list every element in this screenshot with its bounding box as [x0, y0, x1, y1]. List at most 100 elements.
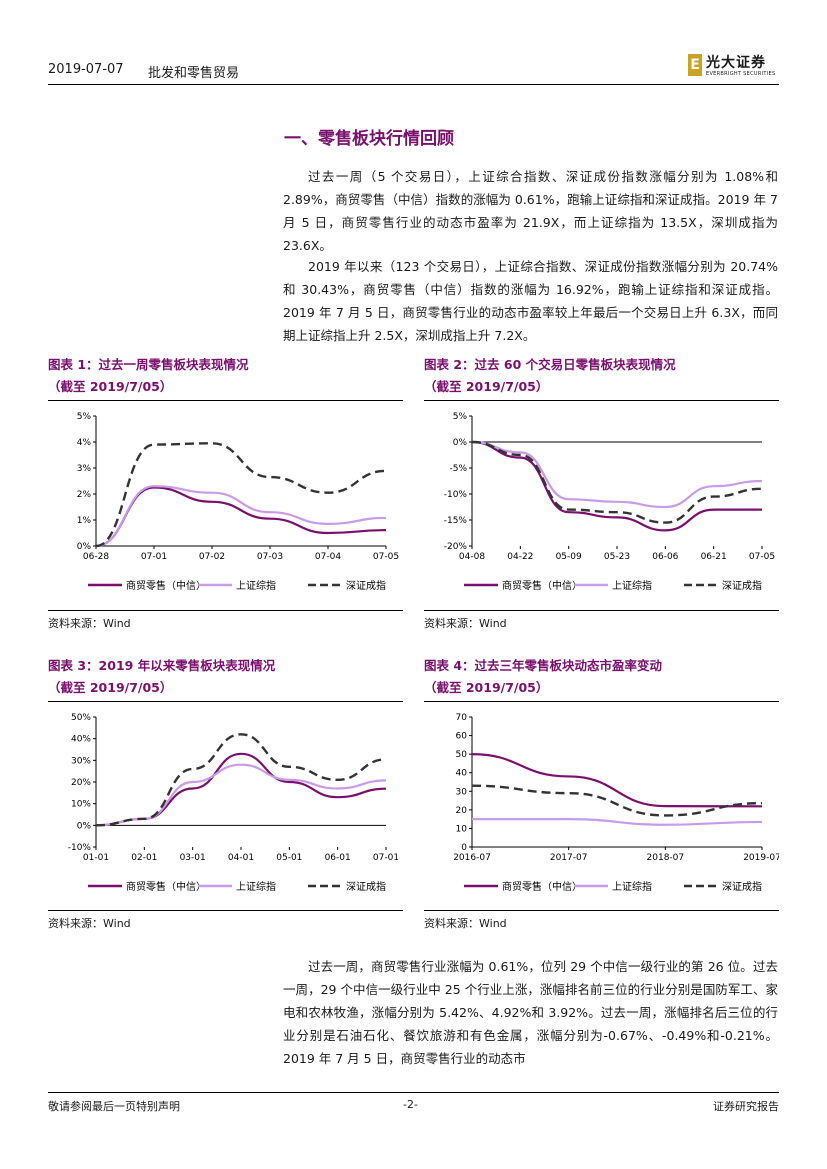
figure-4-title-line: 图表 4：过去三年零售板块动态市盈率变动: [424, 658, 663, 673]
figure-1-chart: 0% 1% 2% 3% 4% 5% 06-28 07-01 07-02 07-03 07-04 07-…: [77, 412, 399, 592]
x-tick-label: 06-01: [325, 853, 351, 863]
x-tick-label: 2018-07: [647, 853, 685, 863]
figure-4-chart: 0 10 20 30 40 50 60 70 2016-07 2017-07 2018-07 2019…: [453, 713, 779, 893]
legend-label: 商贸零售（中信）: [126, 579, 206, 592]
figure-4-bottom-rule: [424, 910, 779, 911]
x-tick-label: 2016-07: [453, 853, 491, 863]
x-tick-label: 06-06: [652, 552, 678, 562]
y-tick-label: 20: [456, 806, 468, 816]
y-tick-label: 70: [456, 713, 468, 723]
figure-1-title: 图表 1：过去一周零售板块表现情况 （截至 2019/7/05）: [48, 354, 249, 398]
legend-label: 商贸零售（中信）: [502, 579, 582, 592]
y-tick-label: 5%: [453, 412, 468, 422]
x-tick-label: 04-01: [228, 853, 254, 863]
figure-2-bottom-rule: [424, 610, 779, 611]
figure-3-chart: -10% 0% 10% 20% 30% 40% 50% 01-01 02-01 03-01 04-0…: [68, 713, 399, 893]
company-logo: E 光大证券 EVERBRIGHT SECURITIES: [688, 52, 788, 82]
figure-4-top-rule: [424, 701, 779, 702]
series-line: [95, 486, 387, 548]
section-title: 一、零售板块行情回顾: [284, 129, 454, 149]
y-tick-label: 0%: [77, 821, 92, 831]
y-tick-label: 50%: [71, 713, 91, 723]
legend-label: 深证成指: [722, 880, 762, 893]
x-tick-label: 07-01: [373, 853, 399, 863]
y-tick-label: 3%: [77, 464, 92, 474]
figure-1-bottom-rule: [48, 610, 403, 611]
x-tick-label: 07-02: [199, 552, 225, 562]
x-tick-label: 2019-07: [743, 853, 779, 863]
report-date: 2019-07-07: [48, 62, 124, 77]
y-tick-label: -20%: [444, 542, 468, 552]
report-industry: 批发和零售贸易: [148, 66, 240, 81]
x-tick-label: 04-22: [507, 552, 533, 562]
figure-3-top-rule: [48, 701, 403, 702]
y-tick-label: 20%: [71, 778, 91, 788]
y-tick-label: 0: [461, 843, 467, 853]
figure-1-subtitle: （截至 2019/7/05）: [48, 379, 173, 394]
figure-3-subtitle: （截至 2019/7/05）: [48, 680, 173, 695]
y-tick-label: 10: [456, 824, 468, 834]
legend-label: 上证综指: [612, 880, 652, 893]
paragraph-industry-rank: 过去一周，商贸零售行业涨幅为 0.61%，位列 29 个中信一级行业的第 26 …: [283, 959, 778, 1066]
x-tick-label: 05-23: [604, 552, 630, 562]
legend-label: 商贸零售（中信）: [126, 880, 206, 893]
y-tick-label: -15%: [444, 516, 468, 526]
figure-2-subtitle: （截至 2019/7/05）: [424, 379, 549, 394]
series-line: [471, 753, 763, 808]
series-line: [471, 440, 763, 509]
figure-2-title: 图表 2：过去 60 个交易日零售板块表现情况 （截至 2019/7/05）: [424, 354, 676, 398]
y-tick-label: 1%: [77, 516, 92, 526]
figure-2-top-rule: [424, 400, 779, 401]
paragraph-ytd: 2019 年以来（123 个交易日），上证综合指数、深证成份指数涨幅分别为 20…: [283, 259, 778, 343]
y-tick-label: 40%: [71, 735, 91, 745]
x-tick-label: 06-28: [83, 552, 109, 562]
series-line: [471, 440, 762, 532]
y-tick-label: 0%: [453, 438, 468, 448]
series-line: [95, 733, 387, 827]
footer-disclaimer: 敬请参阅最后一页特别声明: [48, 1100, 180, 1113]
y-tick-label: 5%: [77, 412, 92, 422]
figure-4-title: 图表 4：过去三年零售板块动态市盈率变动 （截至 2019/7/05）: [424, 655, 662, 699]
y-tick-label: 50: [456, 750, 468, 760]
x-tick-label: 03-01: [180, 853, 206, 863]
y-tick-label: 2%: [77, 490, 92, 500]
footer-rule: [48, 1092, 779, 1093]
y-tick-label: 10%: [71, 800, 91, 810]
series-line: [471, 440, 763, 524]
logo-cn: 光大证券: [706, 55, 766, 71]
x-tick-label: 07-04: [315, 552, 341, 562]
y-tick-label: 4%: [77, 438, 92, 448]
y-tick-label: 60: [456, 732, 468, 742]
figure-4-subtitle: （截至 2019/7/05）: [424, 680, 549, 695]
figure-3-title: 图表 3：2019 年以来零售板块表现情况 （截至 2019/7/05）: [48, 655, 275, 699]
y-tick-label: 30%: [71, 756, 91, 766]
footer-report-type: 证券研究报告: [713, 1100, 779, 1113]
figure-3-source: 资料来源：Wind: [48, 917, 131, 930]
header-rule: [48, 84, 779, 85]
x-tick-label: 07-03: [257, 552, 283, 562]
y-tick-label: -5%: [449, 464, 467, 474]
x-tick-label: 01-01: [83, 853, 109, 863]
figure-3-bottom-rule: [48, 910, 403, 911]
figure-2-source: 资料来源：Wind: [424, 617, 507, 630]
x-tick-label: 02-01: [131, 853, 157, 863]
series-line: [471, 784, 763, 817]
figure-1-title-line: 图表 1：过去一周零售板块表现情况: [48, 357, 249, 372]
legend-label: 深证成指: [346, 880, 386, 893]
series-line: [472, 818, 763, 826]
x-tick-label: 07-05: [749, 552, 775, 562]
x-tick-label: 06-21: [701, 552, 727, 562]
figure-1-top-rule: [48, 400, 403, 401]
y-tick-label: 40: [456, 769, 468, 779]
series-line: [95, 485, 387, 548]
legend-label: 上证综指: [612, 579, 652, 592]
logo-en: EVERBRIGHT SECURITIES: [706, 71, 776, 77]
figure-2-chart: -20% -15% -10% -5% 0% 5% 04-08 04-22 05-09 05-23 0…: [444, 412, 775, 592]
x-tick-label: 2017-07: [550, 853, 588, 863]
x-tick-label: 05-09: [556, 552, 582, 562]
page-number: -2-: [403, 1098, 418, 1111]
x-tick-label: 05-01: [276, 853, 302, 863]
y-tick-label: 0%: [77, 542, 92, 552]
legend-label: 上证综指: [236, 579, 276, 592]
y-tick-label: 30: [456, 787, 468, 797]
